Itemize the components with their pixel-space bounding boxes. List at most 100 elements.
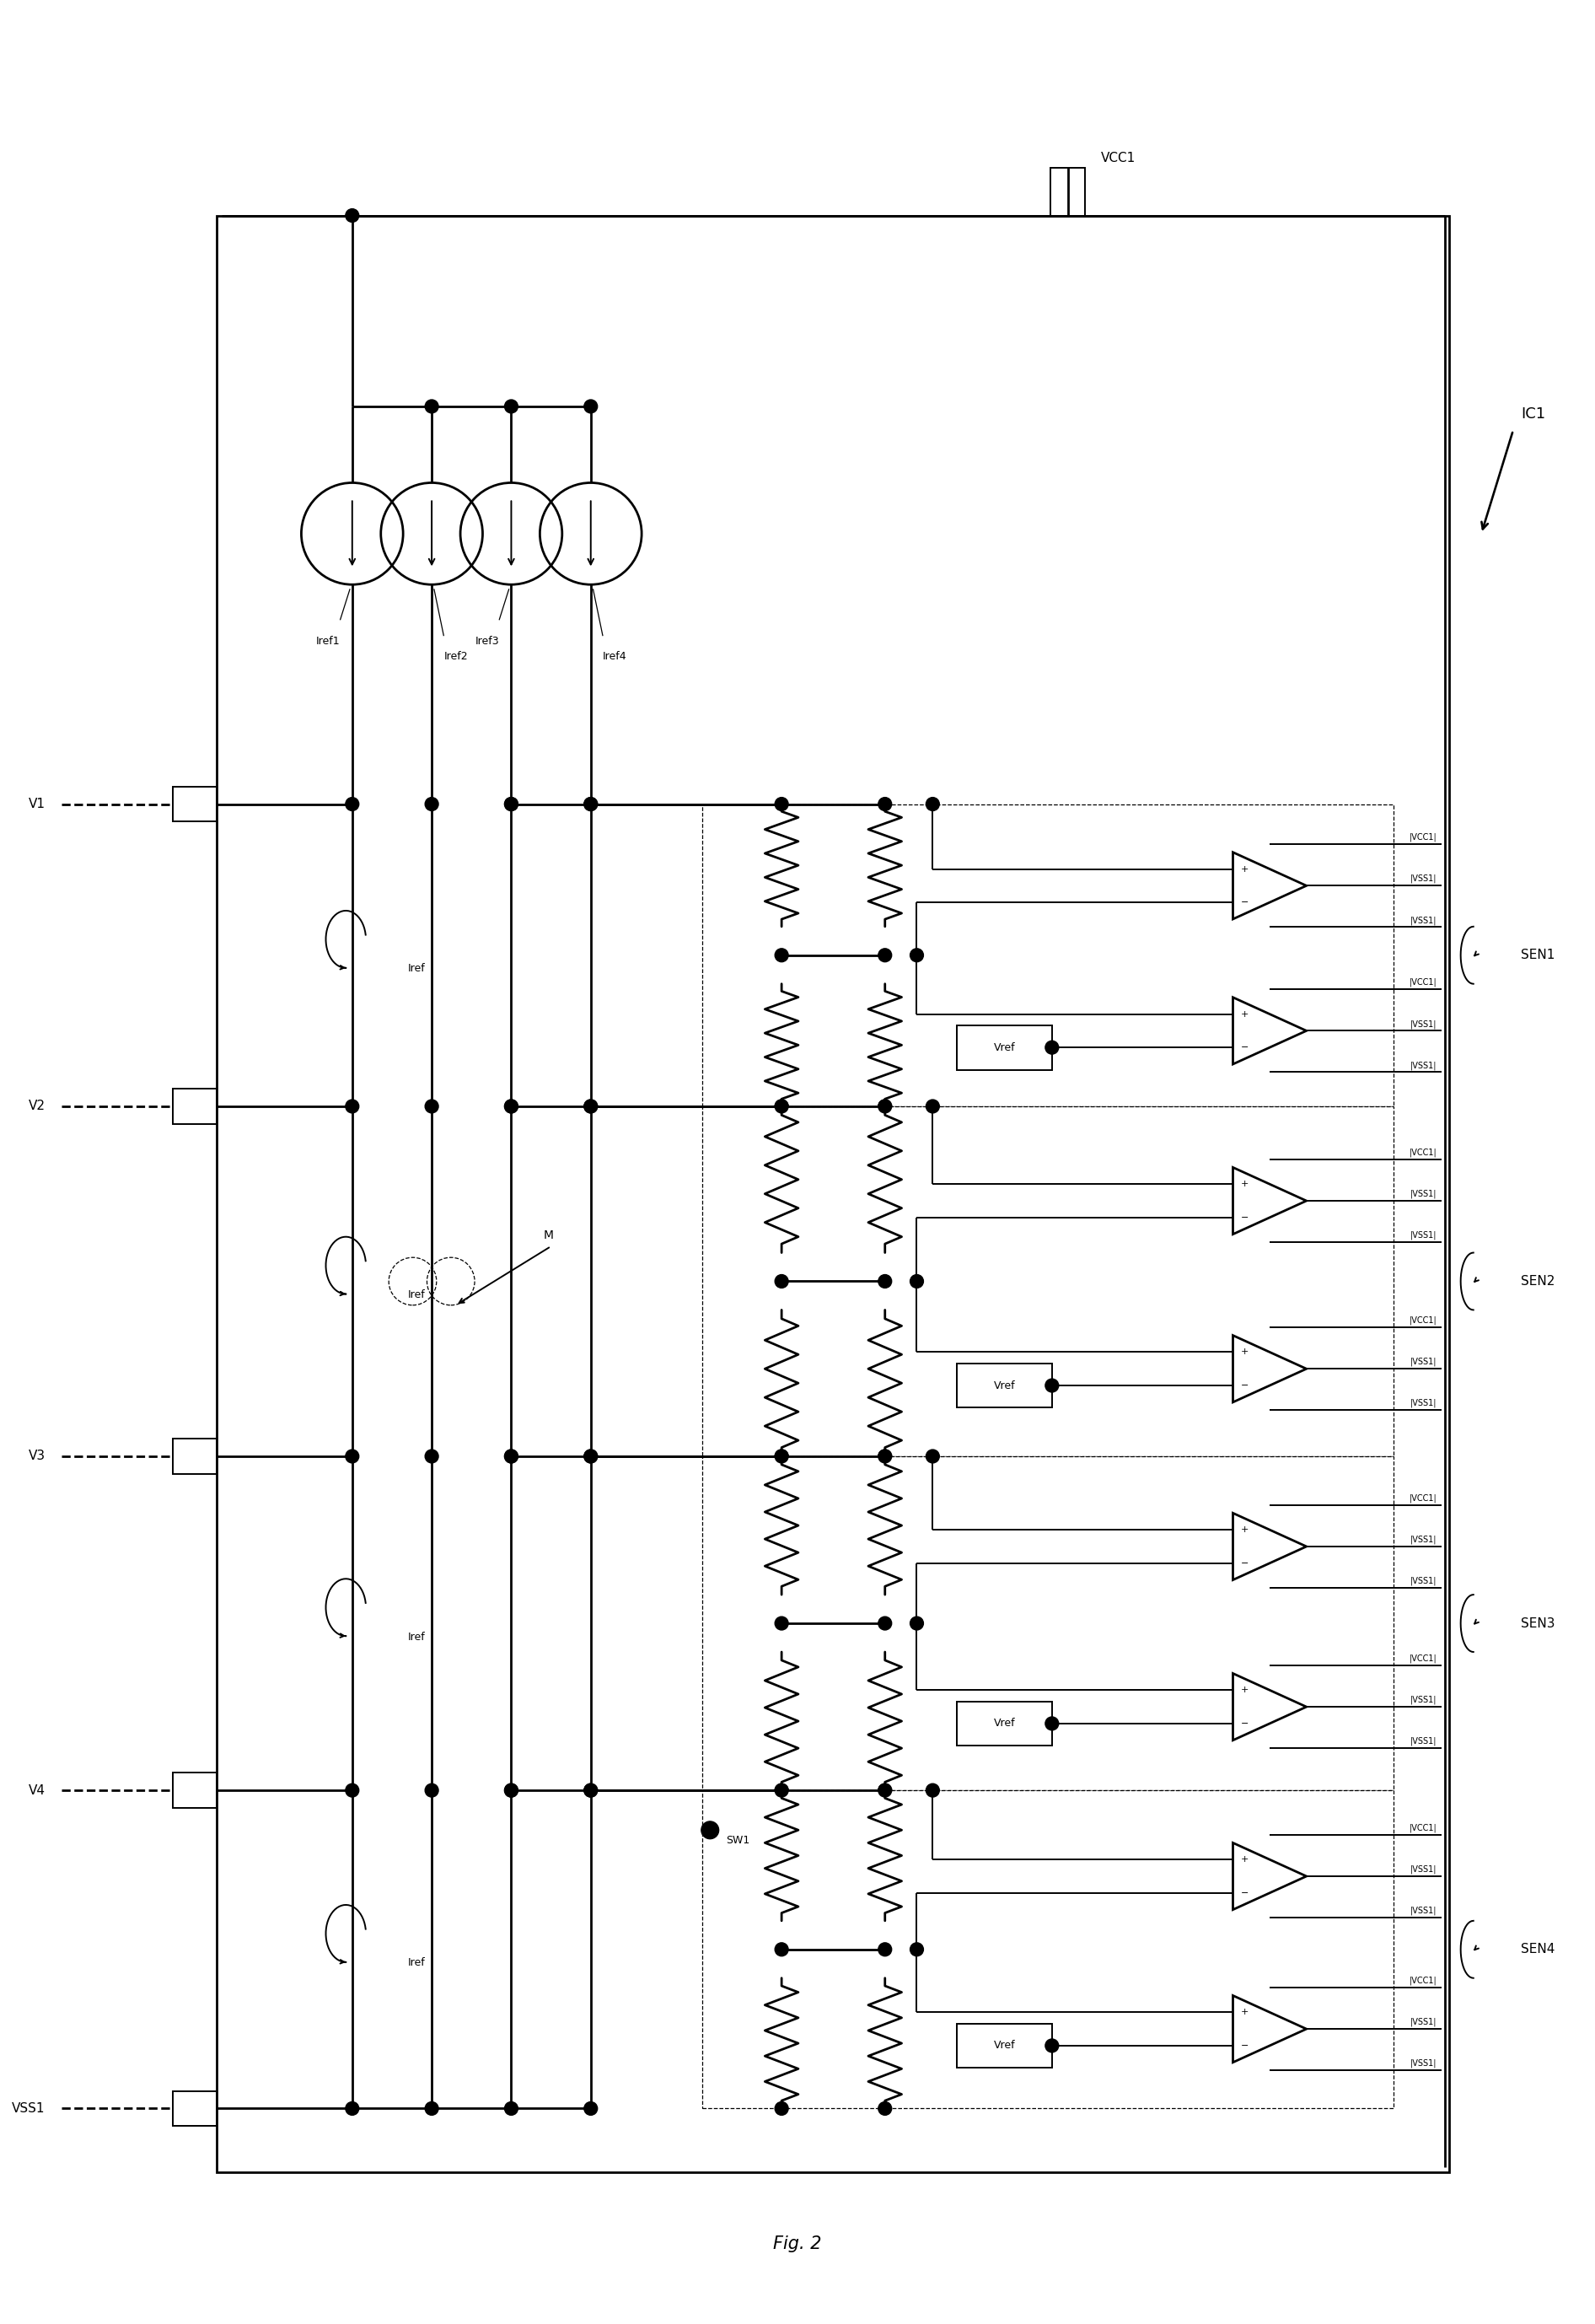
Text: Vref: Vref [994,1041,1014,1053]
Bar [957,1025,1053,1069]
Circle shape [775,2101,788,2115]
Text: |VSS1|: |VSS1| [1410,874,1437,883]
Circle shape [504,1783,518,1796]
Text: |VCC1|: |VCC1| [1410,1494,1437,1504]
Circle shape [346,1783,359,1796]
Circle shape [346,2101,359,2115]
Text: SEN4: SEN4 [1522,1943,1555,1957]
Text: Vref: Vref [994,1717,1014,1729]
Text: +: + [1241,2008,1249,2017]
Bar [1051,167,1085,216]
Circle shape [879,1274,892,1287]
Text: |VSS1|: |VSS1| [1410,916,1437,925]
Text: V3: V3 [29,1450,45,1462]
Circle shape [775,1618,788,1629]
Circle shape [775,1099,788,1113]
Circle shape [775,1274,788,1287]
Text: V4: V4 [29,1785,45,1796]
Text: |VCC1|: |VCC1| [1410,1148,1437,1157]
Bar [172,1439,217,1473]
Text: VCC1: VCC1 [1101,151,1136,165]
Text: Iref2: Iref2 [443,651,467,662]
Text: −: − [1241,1720,1249,1727]
Circle shape [584,1783,598,1796]
Circle shape [1045,2038,1059,2052]
Text: Fig. 2: Fig. 2 [774,2236,821,2252]
Text: Iref: Iref [408,1290,426,1299]
Circle shape [927,1783,939,1796]
Text: −: − [1241,897,1249,906]
Circle shape [584,400,598,414]
Text: −: − [1241,1213,1249,1222]
Text: −: − [1241,1559,1249,1566]
Circle shape [346,797,359,811]
Circle shape [504,797,518,811]
Circle shape [879,1099,892,1113]
Circle shape [879,1618,892,1629]
Text: VSS1: VSS1 [13,2103,45,2115]
Text: |VSS1|: |VSS1| [1410,2017,1437,2027]
Bar [957,2024,1053,2068]
Text: +: + [1241,1685,1249,1694]
Bar [957,1364,1053,1408]
Circle shape [702,1822,719,1838]
Circle shape [1045,1041,1059,1055]
Text: Iref: Iref [408,962,426,974]
Circle shape [584,1099,598,1113]
Text: |VSS1|: |VSS1| [1410,1020,1437,1030]
Text: Iref: Iref [408,1631,426,1643]
Text: +: + [1241,865,1249,874]
Circle shape [911,948,924,962]
Circle shape [879,1783,892,1796]
Text: Vref: Vref [994,2040,1014,2052]
Circle shape [879,797,892,811]
Circle shape [775,1783,788,1796]
Text: |VSS1|: |VSS1| [1410,1906,1437,1915]
Text: SEN1: SEN1 [1522,948,1555,962]
Text: |VSS1|: |VSS1| [1410,1232,1437,1239]
Text: −: − [1241,1889,1249,1896]
Bar [172,1773,217,1808]
Circle shape [584,1783,598,1796]
Text: |VCC1|: |VCC1| [1410,1315,1437,1325]
Bar [957,1701,1053,1745]
Circle shape [927,797,939,811]
Text: |VSS1|: |VSS1| [1410,1190,1437,1199]
Circle shape [911,1618,924,1629]
Circle shape [584,797,598,811]
Circle shape [346,1450,359,1464]
Bar [172,2092,217,2126]
Circle shape [584,1099,598,1113]
Text: Iref3: Iref3 [475,634,499,646]
Text: +: + [1241,1181,1249,1188]
Circle shape [504,1099,518,1113]
Circle shape [504,797,518,811]
Text: V2: V2 [29,1099,45,1113]
Bar [702,1789,1394,2108]
Circle shape [1045,1717,1059,1729]
Text: |VCC1|: |VCC1| [1410,978,1437,988]
Text: −: − [1241,1043,1249,1053]
Text: |VSS1|: |VSS1| [1410,2059,1437,2068]
Circle shape [424,2101,439,2115]
Circle shape [775,1450,788,1464]
Circle shape [775,797,788,811]
Circle shape [879,1943,892,1957]
Text: |VSS1|: |VSS1| [1410,1399,1437,1408]
Text: SEN2: SEN2 [1522,1276,1555,1287]
Circle shape [424,797,439,811]
Circle shape [879,1783,892,1796]
Circle shape [911,1274,924,1287]
Text: +: + [1241,1525,1249,1534]
Circle shape [879,1450,892,1464]
Circle shape [879,948,892,962]
Circle shape [879,1450,892,1464]
Circle shape [504,2101,518,2115]
Circle shape [584,2101,598,2115]
Circle shape [775,1783,788,1796]
Bar [702,1457,1394,1789]
Text: IC1: IC1 [1522,407,1546,421]
Text: −: − [1241,1380,1249,1390]
Circle shape [584,1450,598,1464]
Text: Iref: Iref [408,1957,426,1968]
